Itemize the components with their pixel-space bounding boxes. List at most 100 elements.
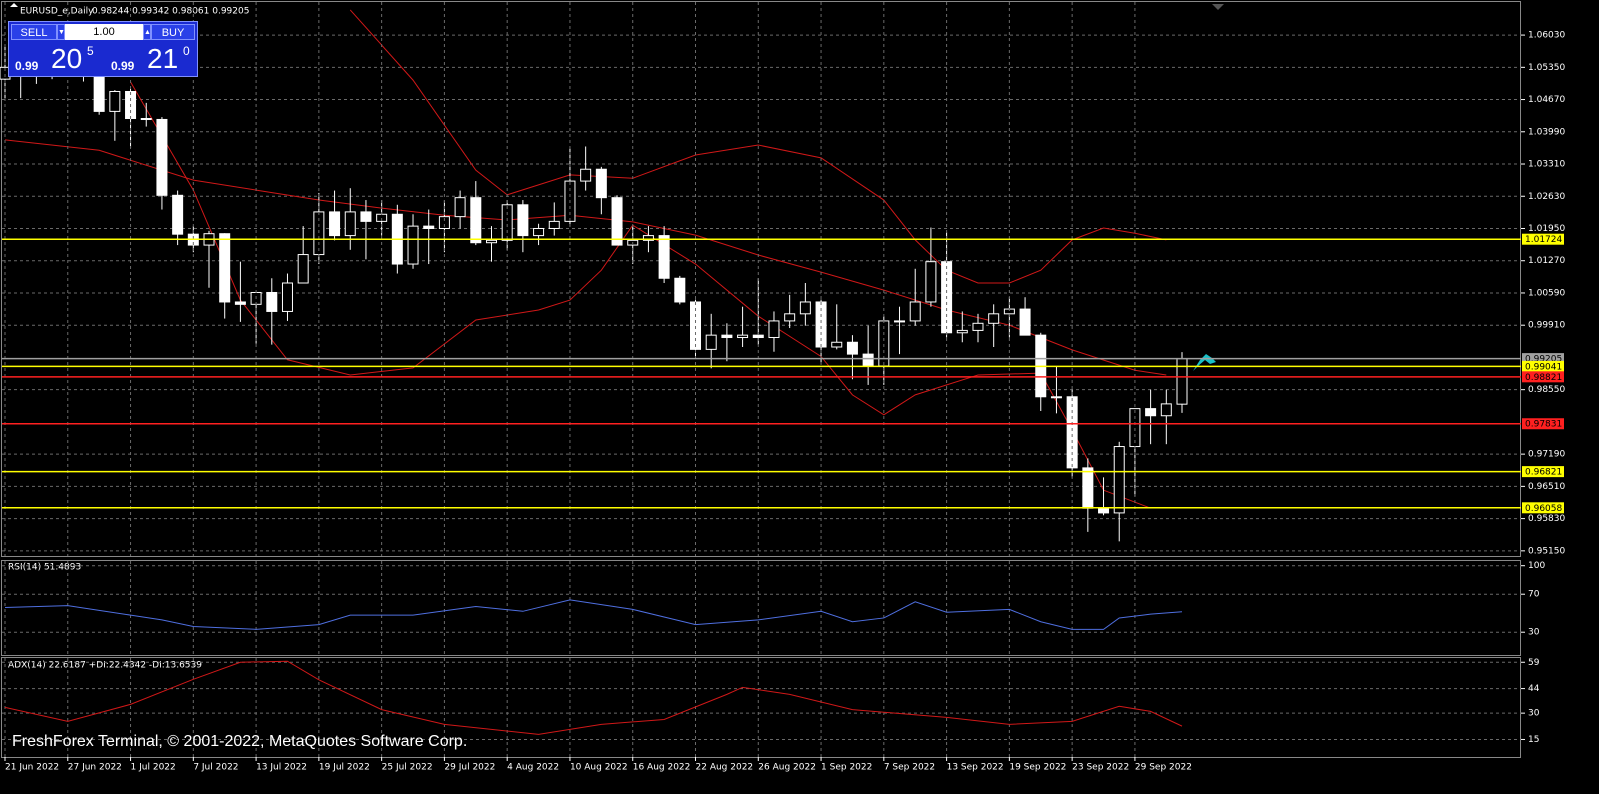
y-tick-label: 59 [1528,658,1540,668]
level-label-box [1522,502,1564,514]
ohlc-text: 0.98244 0.99342 0.98061 0.99205 [92,7,249,17]
candle-body [768,320,780,339]
level-label-box [1522,418,1564,430]
buy-button[interactable]: BUY [151,24,195,40]
candle-body [234,301,246,305]
candle-body [548,220,560,229]
candle-body [925,261,937,303]
y-tick-label: 0.98550 [1528,385,1565,395]
sell-price-pips: 20 [51,43,83,74]
y-tick-label: 30 [1528,628,1540,638]
candle-body [1050,396,1062,399]
sell-price-frac: 5 [87,44,94,58]
sell-price[interactable]: 0.99 20 5 [11,42,99,76]
x-tick-label: 22 Aug 2022 [696,763,754,773]
level-label-box [1522,233,1564,245]
lot-down[interactable]: ▼ [57,24,65,40]
buy-price[interactable]: 0.99 21 0 [107,42,195,76]
y-tick-label: 15 [1528,735,1539,745]
buy-price-frac: 0 [183,44,190,58]
candle-body [611,197,623,246]
candle-body [1176,358,1188,405]
candle-body [1082,467,1094,509]
x-tick-label: 16 Aug 2022 [633,763,691,773]
candle-body [595,168,607,199]
x-tick-label: 7 Jul 2022 [193,763,238,773]
sell-button[interactable]: SELL [11,24,57,40]
adx-line [4,660,1183,735]
y-tick-label: 1.04670 [1528,95,1565,105]
sell-price-big: 0.99 [15,59,39,73]
y-tick-label: 1.03310 [1528,160,1565,170]
candle-body [438,216,450,229]
candle-body [894,320,906,323]
x-tick-label: 21 Jun 2022 [5,763,59,773]
y-tick-label: 30 [1528,709,1540,719]
candle-body [846,341,858,355]
candle-body [642,235,654,241]
one-click-panel: SELL ▼ 1.00 ▲ BUY 0.99 20 5 0.99 21 0 [8,21,198,77]
candle-body [93,75,105,112]
lot-input[interactable]: 1.00 [65,24,143,40]
candle-body [1066,396,1078,469]
y-tick-label: 1.05350 [1528,63,1565,73]
candle-body [909,301,921,322]
x-tick-label: 19 Jul 2022 [319,763,370,773]
buy-price-pips: 21 [147,43,179,74]
candle-body [972,322,984,331]
y-tick-label: 1.02630 [1528,192,1565,202]
level-label: 0.99205 [1525,355,1562,365]
candle-body [501,204,513,241]
x-tick-label: 29 Jul 2022 [444,763,495,773]
lot-up[interactable]: ▲ [143,24,151,40]
y-tick-label: 70 [1528,590,1540,600]
candle-body [407,225,419,265]
candle-body [140,118,152,121]
x-tick-label: 27 Jun 2022 [68,763,122,773]
candle-body [281,282,293,312]
y-tick-label: 0.95830 [1528,514,1565,524]
candle-body [658,235,670,279]
y-tick-label: 1.01270 [1528,256,1565,266]
x-tick-label: 13 Jul 2022 [256,763,307,773]
y-tick-label: 0.96510 [1528,482,1565,492]
level-label: 1.01724 [1525,235,1562,245]
candle-body [690,301,702,350]
candle-body [1160,403,1172,417]
candle-body [470,197,482,244]
x-tick-label: 25 Jul 2022 [382,763,433,773]
x-tick-label: 10 Aug 2022 [570,763,628,773]
candle-body [956,329,968,334]
symbol-title: EURUSD_e,Daily [20,7,94,17]
level-label-box [1522,371,1564,383]
candle-body [344,211,356,237]
level-label: 0.96058 [1525,504,1562,514]
y-tick-label: 1.00590 [1528,288,1565,298]
candle-body [862,353,874,367]
level-label-box [1522,353,1564,365]
candle-body [705,334,717,350]
x-tick-label: 4 Aug 2022 [507,763,559,773]
x-tick-label: 26 Aug 2022 [758,763,816,773]
level-label: 0.98821 [1525,373,1562,383]
y-tick-label: 1.01950 [1528,224,1565,234]
y-tick-label: 1.03990 [1528,127,1565,137]
level-label: 0.97831 [1525,420,1562,430]
candle-body [109,90,121,112]
rsi-line [4,599,1183,630]
level-label-box [1522,466,1564,478]
candle-body [1019,308,1031,336]
candle-body [737,334,749,339]
x-tick-label: 1 Jul 2022 [131,763,176,773]
candle-body [360,211,372,222]
collapse-icon[interactable] [10,3,18,7]
candle-body [329,211,341,237]
candle-body [752,334,764,339]
candle-body [423,225,435,229]
candle-body [1098,507,1110,514]
candle-body [799,301,811,315]
candle-body [297,254,309,284]
